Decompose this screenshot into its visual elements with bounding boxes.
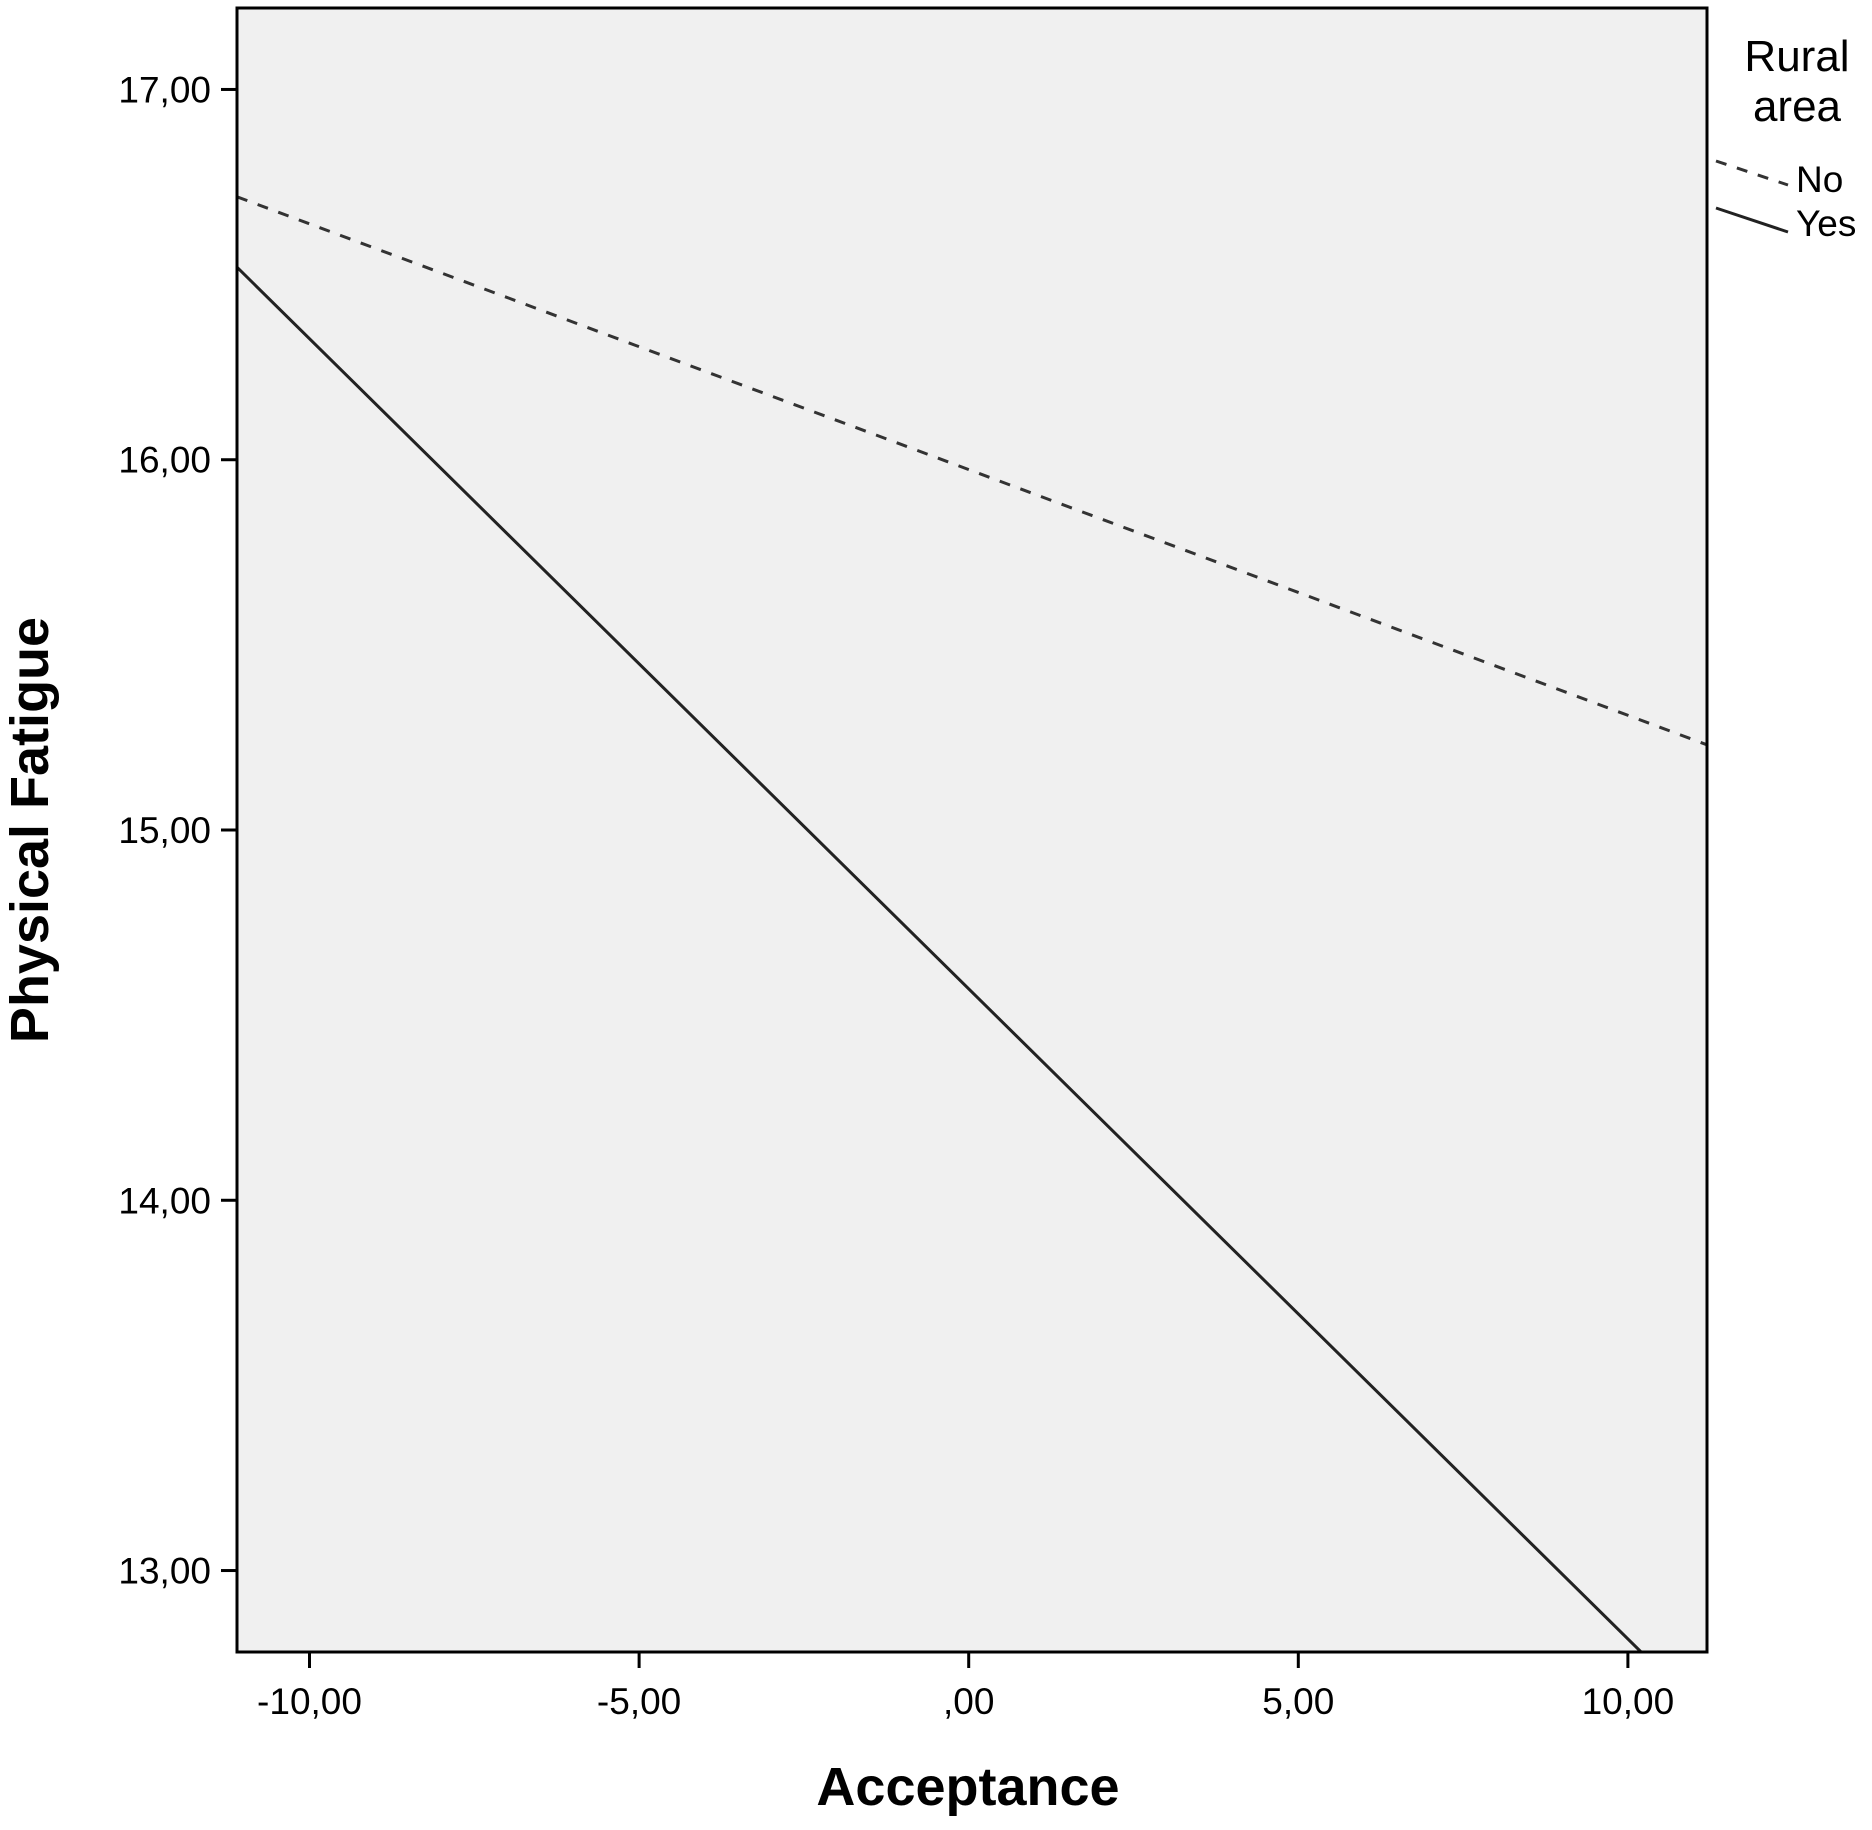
x-tick-label: 10,00: [1582, 1681, 1675, 1722]
x-tick-label: -5,00: [597, 1681, 681, 1722]
series-layer: [235, 195, 1708, 1654]
y-tick-label: 15,00: [118, 810, 211, 851]
series-line-no: [236, 195, 1708, 747]
y-tick-label: 13,00: [118, 1551, 211, 1592]
legend-label-no: No: [1796, 159, 1843, 200]
y-axis-title: Physical Fatigue: [0, 617, 60, 1043]
series-line-yes: [235, 266, 1643, 1654]
y-tick-label: 17,00: [118, 69, 211, 110]
x-tick-label: -10,00: [257, 1681, 362, 1722]
legend-swatch-yes: [1715, 206, 1789, 234]
legend-label-yes: Yes: [1796, 203, 1856, 244]
y-tick-label: 14,00: [118, 1180, 211, 1221]
y-axis: 13,00 14,00 15,00 16,00 17,00: [118, 69, 237, 1592]
legend-title-line: Rural: [1744, 32, 1849, 81]
legend-swatch-no: [1715, 159, 1789, 187]
legend-title-line: area: [1753, 82, 1842, 131]
x-tick-label: ,00: [943, 1681, 994, 1722]
plot-background: [237, 8, 1707, 1652]
x-tick-label: 5,00: [1262, 1681, 1334, 1722]
x-axis-title: Acceptance: [816, 1757, 1119, 1817]
y-tick-label: 16,00: [118, 440, 211, 481]
x-axis: -10,00 -5,00 ,00 5,00 10,00: [257, 1652, 1674, 1722]
legend-title: Rural area: [1744, 32, 1849, 131]
